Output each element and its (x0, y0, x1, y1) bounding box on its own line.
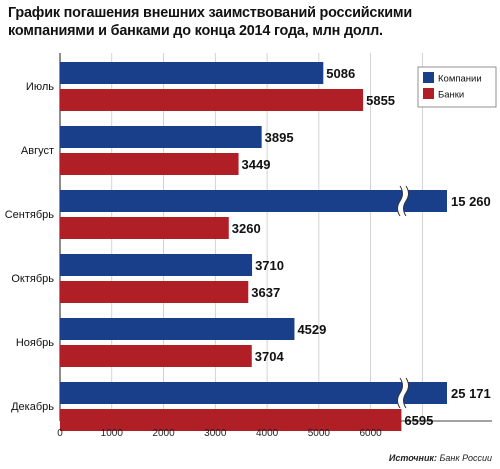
bar-companies (60, 318, 295, 340)
legend-label: Банки (438, 90, 464, 101)
data-label: 5855 (366, 93, 395, 108)
x-tick-label: 3000 (204, 428, 227, 439)
source-value: Банк России (439, 453, 492, 463)
category-label: Август (21, 145, 54, 157)
bar-companies (60, 190, 447, 212)
bar-companies (60, 126, 262, 148)
axis-break-mark (403, 377, 409, 409)
data-label: 15 260 (451, 194, 491, 209)
legend-swatch (423, 72, 434, 83)
legend-label: Компании (438, 74, 482, 85)
bar-companies (60, 382, 447, 404)
x-tick-label: 0 (57, 428, 63, 439)
data-label: 3637 (251, 285, 280, 300)
axis-break-gap (397, 378, 409, 408)
bar-banks (60, 153, 239, 175)
axis-break-mark (397, 185, 403, 217)
x-tick-label: 4000 (256, 428, 279, 439)
bar-banks (60, 409, 402, 431)
chart-title: График погашения внешних заимствований р… (8, 5, 412, 39)
data-label: 4529 (297, 322, 326, 337)
source-label: Источник: (388, 453, 437, 463)
x-tick-label: 6000 (359, 428, 382, 439)
x-tick-label: 5000 (308, 428, 331, 439)
legend-box (417, 66, 497, 108)
data-label: 25 171 (451, 386, 491, 401)
bars (60, 62, 447, 431)
axis-break-gap (397, 186, 409, 216)
data-label: 5086 (326, 66, 355, 81)
category-label: Декабрь (11, 401, 54, 413)
category-label: Июль (26, 81, 54, 93)
bar-banks (60, 217, 229, 239)
legend-swatch (423, 88, 434, 99)
axis-break-mark (397, 377, 403, 409)
x-tick-label: 1000 (101, 428, 124, 439)
axis-break-mark (403, 185, 409, 217)
data-label: 3260 (232, 221, 261, 236)
x-tick-labels: 0 1000 2000 3000 4000 5000 6000 (57, 428, 382, 439)
data-label: 6595 (404, 413, 433, 428)
legend: Компании Банки (417, 66, 497, 108)
category-label: Октябрь (11, 273, 54, 285)
data-label: 3710 (255, 258, 284, 273)
x-tick-label: 2000 (152, 428, 175, 439)
source-note: Источник: Банк России (389, 453, 492, 463)
category-label: Ноябрь (16, 337, 54, 349)
bar-banks (60, 89, 364, 111)
data-label: 3895 (265, 130, 294, 145)
category-label: Сентябрь (5, 209, 55, 221)
bar-banks (60, 345, 252, 367)
data-label: 3449 (242, 157, 271, 172)
data-label: 3704 (255, 349, 285, 364)
bar-chart: 5086 5855 3895 3449 15 260 3260 3710 3637 4529 37… (5, 53, 497, 439)
bar-companies (60, 62, 324, 84)
data-labels: 5086 5855 3895 3449 15 260 3260 3710 3637 4529 37… (232, 66, 491, 428)
bar-companies (60, 254, 253, 276)
bar-banks (60, 281, 249, 303)
category-labels: Июль Август Сентябрь Октябрь Ноябрь Декабрь (5, 81, 55, 413)
